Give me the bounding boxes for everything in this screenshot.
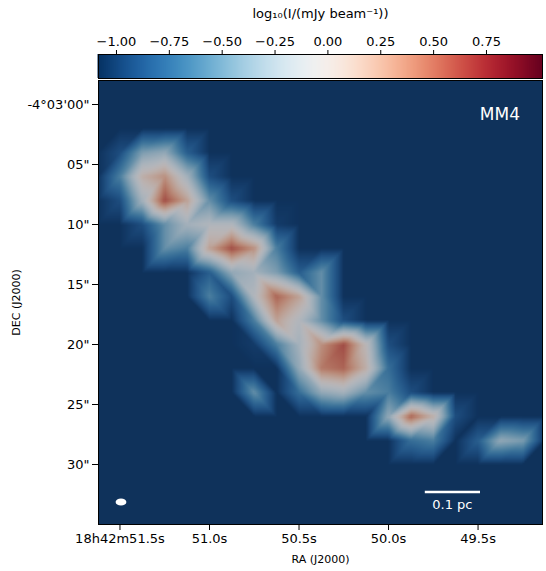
svg-text:50.0s: 50.0s	[371, 531, 407, 546]
svg-text:−0.25: −0.25	[255, 34, 295, 49]
svg-text:-4°03'00": -4°03'00"	[27, 97, 89, 112]
svg-text:0.1 pc: 0.1 pc	[432, 497, 472, 512]
svg-text:25": 25"	[67, 397, 90, 412]
svg-text:−0.50: −0.50	[202, 34, 242, 49]
svg-text:MM4: MM4	[480, 104, 520, 124]
svg-text:0.25: 0.25	[366, 34, 395, 49]
svg-text:20": 20"	[67, 337, 90, 352]
svg-text:DEC (J2000): DEC (J2000)	[10, 269, 23, 335]
svg-text:10": 10"	[67, 217, 90, 232]
svg-text:18h42m51.5s: 18h42m51.5s	[75, 531, 165, 546]
svg-text:log₁₀(I/(mJy beam⁻¹)): log₁₀(I/(mJy beam⁻¹))	[252, 6, 388, 21]
svg-text:0.50: 0.50	[419, 34, 448, 49]
svg-text:0.00: 0.00	[313, 34, 342, 49]
svg-text:−1.00: −1.00	[97, 34, 137, 49]
svg-text:50.5s: 50.5s	[281, 531, 317, 546]
svg-text:05": 05"	[67, 157, 90, 172]
svg-text:RA (J2000): RA (J2000)	[291, 553, 349, 566]
svg-text:51.0s: 51.0s	[192, 531, 228, 546]
svg-text:0.75: 0.75	[472, 34, 501, 49]
svg-text:49.5s: 49.5s	[460, 531, 496, 546]
svg-text:−0.75: −0.75	[149, 34, 189, 49]
svg-text:15": 15"	[67, 277, 90, 292]
svg-text:30": 30"	[67, 457, 90, 472]
